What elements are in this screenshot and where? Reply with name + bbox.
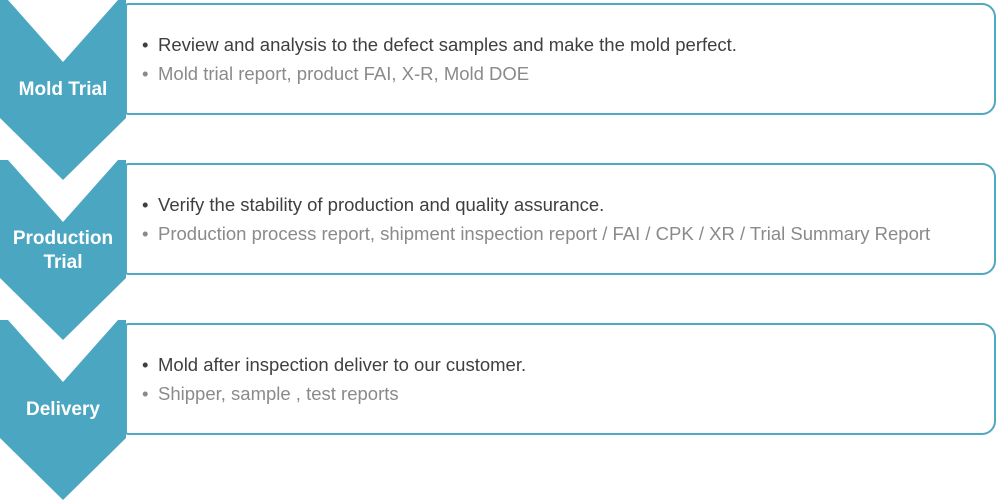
chevron-down-icon-delivery [0, 320, 126, 500]
bullet-dot-icon: • [142, 354, 149, 375]
stage-box-delivery: • Mold after inspection deliver to our c… [125, 323, 996, 435]
bullet-dot-icon: • [142, 63, 149, 84]
bullet-dot-icon: • [142, 34, 149, 55]
bullet-text: Mold after inspection deliver to our cus… [158, 354, 527, 375]
bullet-text: Shipper, sample , test reports [158, 383, 399, 404]
bullet-text: Mold trial report, product FAI, X-R, Mol… [158, 63, 530, 84]
bullet-item-secondary: • Shipper, sample , test reports [141, 381, 931, 406]
bullet-dot-icon: • [142, 383, 149, 404]
bullet-text: Review and analysis to the defect sample… [158, 34, 737, 55]
bullet-item-primary: • Review and analysis to the defect samp… [141, 32, 931, 57]
bullet-text: Production process report, shipment insp… [158, 223, 931, 244]
chevron-column [0, 0, 126, 500]
bullet-list: • Verify the stability of production and… [127, 192, 994, 246]
stage-label-mold-trial: Mold Trial [18, 79, 108, 100]
stage-label-production-trial: Production Trial [12, 228, 114, 273]
bullet-dot-icon: • [142, 223, 149, 244]
bullet-item-secondary: • Mold trial report, product FAI, X-R, M… [141, 61, 931, 86]
stage-box-production-trial: • Verify the stability of production and… [125, 163, 996, 275]
bullet-list: • Mold after inspection deliver to our c… [127, 352, 994, 406]
bullet-dot-icon: • [142, 194, 149, 215]
bullet-item-secondary: • Production process report, shipment in… [141, 221, 931, 246]
chevron-down-icon-mold-trial [0, 0, 126, 180]
stage-label-delivery: Delivery [26, 399, 100, 420]
bullet-item-primary: • Mold after inspection deliver to our c… [141, 352, 931, 377]
bullet-item-primary: • Verify the stability of production and… [141, 192, 931, 217]
stage-box-mold-trial: • Review and analysis to the defect samp… [125, 3, 996, 115]
bullet-text: Verify the stability of production and q… [158, 194, 605, 215]
bullet-list: • Review and analysis to the defect samp… [127, 32, 994, 86]
chevron-down-icon-production-trial [0, 160, 126, 340]
